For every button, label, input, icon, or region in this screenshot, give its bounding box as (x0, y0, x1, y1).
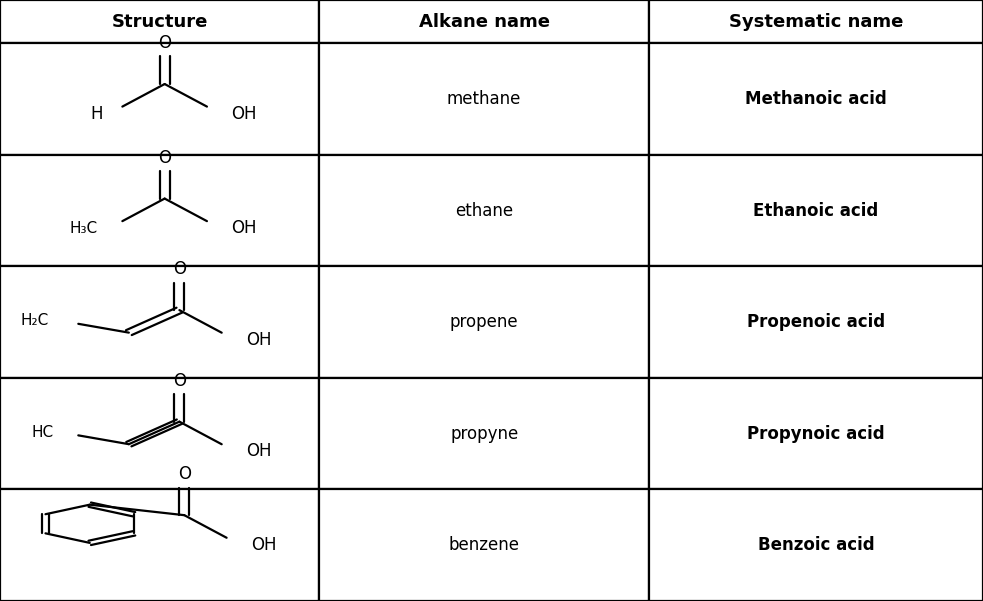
Bar (319, 155, 649, 266)
Text: Propynoic acid: Propynoic acid (747, 425, 885, 443)
Text: O: O (178, 465, 191, 483)
Text: benzene: benzene (448, 536, 520, 554)
Text: H₃C: H₃C (70, 221, 97, 236)
Bar (319, 489, 649, 601)
Bar (649, 43, 983, 155)
Bar (319, 266, 649, 378)
Text: Ethanoic acid: Ethanoic acid (753, 201, 879, 219)
Text: OH: OH (232, 105, 257, 123)
Bar (0, 489, 319, 601)
Text: OH: OH (232, 219, 257, 237)
Bar (649, 0, 983, 43)
Text: OH: OH (252, 536, 276, 554)
Text: Alkane name: Alkane name (419, 13, 549, 31)
Text: H: H (90, 105, 102, 123)
Text: ethane: ethane (455, 201, 513, 219)
Text: OH: OH (247, 331, 271, 349)
Text: O: O (173, 372, 186, 390)
Text: methane: methane (447, 90, 521, 108)
Text: Propenoic acid: Propenoic acid (747, 313, 885, 331)
Bar (319, 43, 649, 155)
Bar (649, 378, 983, 489)
Bar (0, 155, 319, 266)
Bar (649, 266, 983, 378)
Text: O: O (158, 34, 171, 52)
Bar (649, 489, 983, 601)
Bar (0, 0, 319, 43)
Text: O: O (158, 149, 171, 167)
Bar (319, 0, 649, 43)
Text: Structure: Structure (111, 13, 208, 31)
Bar (0, 266, 319, 378)
Bar (0, 43, 319, 155)
Text: propene: propene (450, 313, 518, 331)
Text: H₂C: H₂C (21, 313, 49, 328)
Text: propyne: propyne (450, 425, 518, 443)
Text: HC: HC (31, 425, 54, 440)
Bar (319, 378, 649, 489)
Text: Benzoic acid: Benzoic acid (758, 536, 874, 554)
Text: Systematic name: Systematic name (728, 13, 903, 31)
Bar (649, 155, 983, 266)
Bar (0, 378, 319, 489)
Text: O: O (173, 260, 186, 278)
Text: OH: OH (247, 442, 271, 460)
Text: Methanoic acid: Methanoic acid (745, 90, 887, 108)
